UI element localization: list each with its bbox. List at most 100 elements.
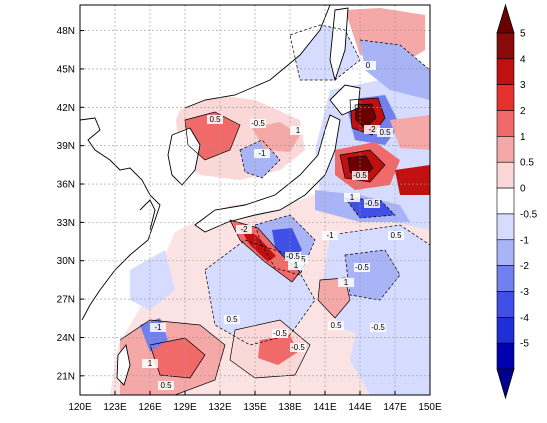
x-tick-label: 132E (208, 402, 232, 413)
contour-label: 1 (148, 359, 153, 368)
contour-label: -0.5 (355, 263, 369, 272)
contour-label-bg (354, 263, 370, 272)
y-tick-label: 39N (57, 141, 75, 152)
contour-label: 0.5 (390, 231, 402, 240)
x-tick-label: 126E (138, 402, 162, 413)
x-axis: 120E 123E 126E 129E 132E 135E 138E 141E 144E 147E… (68, 391, 442, 413)
x-tick-label: 144E (348, 402, 372, 413)
colorbar-label: 3 (520, 80, 526, 91)
contour-label: -0.5 (251, 119, 265, 128)
y-tick-label: 36N (57, 180, 75, 191)
y-axis: 21N 24N 27N 30N 33N 36N 39N 42N 45N 48N (57, 26, 84, 382)
contour-label-bg (150, 323, 166, 332)
contour-label-bg (344, 193, 360, 202)
contour-label-bg (364, 199, 380, 208)
contour-label-bg (290, 126, 306, 135)
contour-label: -1 (154, 323, 162, 332)
x-tick-label: 138E (278, 402, 302, 413)
colorbar-segment (496, 136, 515, 163)
coastlines (80, 5, 361, 386)
contour-label: -0.5 (291, 343, 305, 352)
colorbar-label: -5 (520, 339, 529, 350)
contour-label-bg (272, 329, 288, 338)
colorbar-label: 4 (520, 54, 526, 65)
colorbar-arrow-bottom (496, 368, 515, 400)
y-tick-label: 30N (57, 256, 75, 267)
contour-label-bg (328, 321, 344, 330)
contour-label: -0.5 (353, 171, 367, 180)
colorbar-label: 5 (520, 29, 526, 40)
colorbar-segment (496, 84, 515, 111)
contour-label-bg (338, 278, 354, 287)
contour-label: 0.5 (160, 381, 172, 390)
y-tick-label: 33N (57, 218, 75, 229)
contour-label: 1 (294, 261, 299, 270)
colorbar-segment (496, 213, 515, 241)
colorbar-segment (496, 291, 515, 318)
contour-label: 1 (296, 126, 301, 135)
y-tick-label: 27N (57, 295, 75, 306)
x-tick-label: 135E (243, 402, 267, 413)
colorbar-segment (496, 32, 515, 60)
colorbar-arrow-top (496, 3, 515, 34)
colorbar-segment (496, 161, 515, 189)
contour-label: 0.5 (379, 128, 391, 137)
y-tick-label: 42N (57, 103, 75, 114)
x-tick-label: 147E (383, 402, 407, 413)
contour-label: -1 (326, 231, 334, 240)
contour-label: 0.5 (209, 115, 221, 124)
colorbar-label: 2 (520, 106, 526, 117)
colorbar-label: -3 (520, 287, 529, 298)
contour-label: -2 (368, 125, 376, 134)
x-tick-label: 150E (418, 402, 442, 413)
contour-label: 0 (366, 61, 371, 70)
colorbar-label: 0.5 (520, 158, 534, 169)
contour-label-bg (370, 323, 386, 332)
contour-label-bg (288, 261, 304, 270)
colorbar-segment (496, 317, 515, 344)
y-tick-label: 45N (57, 64, 75, 75)
contour-label: -1 (258, 149, 266, 158)
colorbar-label: -1 (520, 235, 529, 246)
contour-label-bg (322, 231, 338, 240)
colorbar-segment (496, 239, 515, 266)
contour-label-bg (250, 119, 266, 128)
contour-label: -0.5 (273, 329, 287, 338)
colorbar-segment (496, 187, 515, 215)
x-tick-label: 123E (103, 402, 127, 413)
y-tick-label: 24N (57, 333, 75, 344)
contour-label: 1 (344, 278, 349, 287)
contour-label: 0.5 (226, 315, 238, 324)
x-tick-label: 141E (313, 402, 337, 413)
colorbar-label: 1 (520, 132, 526, 143)
contour-label: -0.5 (286, 252, 300, 261)
contour-label-bg (352, 171, 368, 180)
x-tick-label: 120E (68, 402, 92, 413)
colorbar-segment (496, 265, 515, 292)
colorbar-segment (496, 110, 515, 137)
contour-label-bg (364, 125, 380, 134)
contour-label: 1 (350, 193, 355, 202)
y-tick-label: 21N (57, 371, 75, 382)
contour-label-bg (224, 315, 240, 324)
colorbar-segment (496, 58, 515, 85)
contour-label: -2 (240, 225, 248, 234)
contour-label-bg (290, 343, 306, 352)
colorbar-label: -2 (520, 261, 529, 272)
contour-label-bg (142, 359, 158, 368)
contour-label-bg (158, 381, 174, 390)
contour-label-bg (360, 61, 376, 70)
contour-label: -0.5 (365, 199, 379, 208)
contour-label-bg (236, 225, 252, 234)
colorbar-label: -4 (520, 313, 529, 324)
contour-labels: 0.5-0.51-10-20.5-0.51-0.5-20.5-0.51-1-0.… (142, 61, 404, 390)
contour-label: -0.5 (371, 323, 385, 332)
colorbar: 5 4 3 2 1 0.5 0 -0.5 -1 -2 -3 -4 -5 (496, 3, 538, 400)
contour-label-bg (285, 252, 301, 261)
colorbar-label: -0.5 (520, 209, 538, 220)
colorbar-label: 0 (520, 184, 526, 195)
x-tick-label: 129E (173, 402, 197, 413)
colorbar-segment (496, 342, 515, 370)
contour-label: 0.5 (330, 321, 342, 330)
